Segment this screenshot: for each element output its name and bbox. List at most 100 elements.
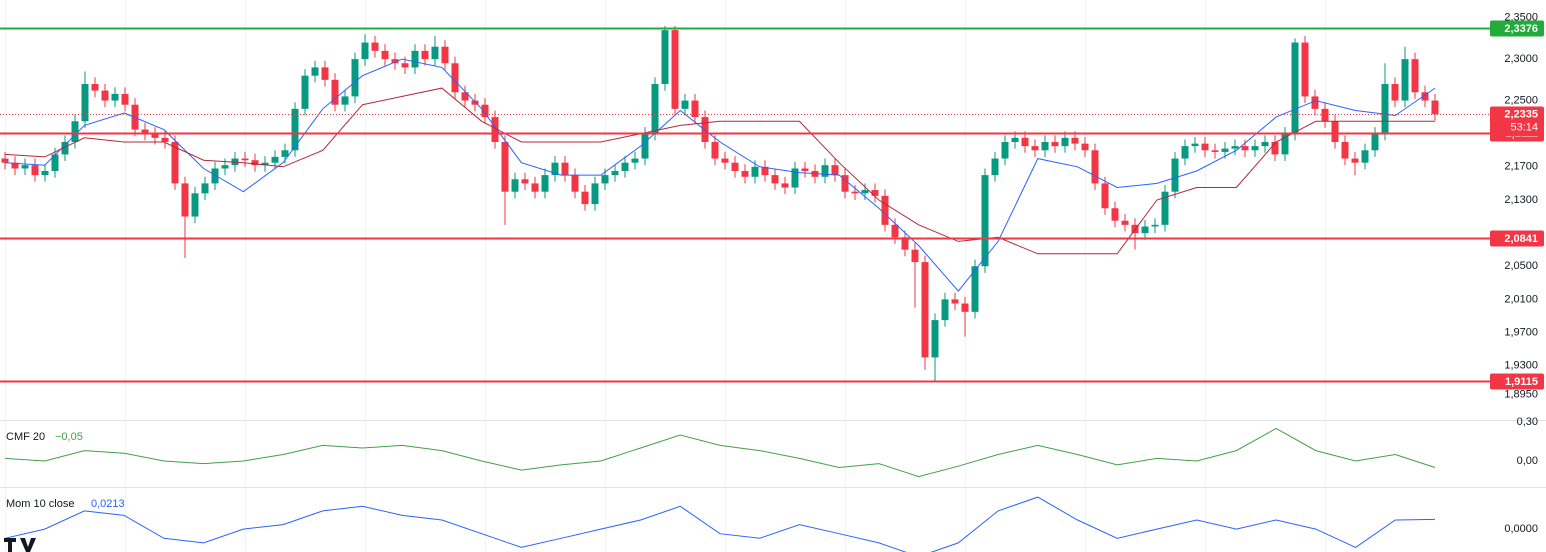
indicator-line [4, 87, 1435, 255]
candle-body [1041, 141, 1049, 151]
candle-body [281, 150, 289, 157]
candle-body [641, 133, 649, 159]
candle-body [961, 303, 969, 312]
candle-body [631, 158, 639, 163]
price-tag [1490, 20, 1544, 37]
countdown: 53:14 [1510, 121, 1538, 133]
y-tick-label: 0,0000 [1504, 523, 1538, 535]
price-tag [1490, 230, 1544, 247]
candle-body [441, 46, 449, 64]
candle-body [71, 121, 79, 142]
candle-body [91, 83, 99, 91]
candle-body [291, 108, 299, 151]
candle-body [1241, 146, 1249, 151]
candle-body [591, 183, 599, 205]
candle-body [201, 183, 209, 194]
candle-body [551, 162, 559, 176]
candle-body [1281, 133, 1289, 155]
candle-body [971, 266, 979, 312]
candle-body [1171, 158, 1179, 192]
candle-body [791, 168, 799, 188]
logo [4, 538, 36, 552]
candle-body [841, 175, 849, 192]
grid-layer [5, 0, 1326, 552]
indicator-line [4, 58, 1436, 292]
candle-body [11, 162, 19, 169]
candle-body [881, 195, 889, 225]
candle-body [541, 175, 549, 192]
last-price-tag [1490, 106, 1544, 137]
candle-body [121, 93, 129, 105]
candle-body [261, 162, 269, 166]
candle-body [661, 30, 669, 84]
label-layer: 2,35002,30002,25002,17002,13002,05002,01… [1490, 12, 1544, 535]
candle-body [1081, 143, 1089, 151]
indicator-line [4, 496, 1436, 552]
candle-body [391, 59, 399, 64]
indicator-value: 0,0213 [91, 498, 125, 510]
candle-body [1211, 150, 1219, 152]
last-price-label: 2,2335 [1504, 108, 1538, 120]
candle-body [1271, 141, 1279, 155]
candle-body [891, 224, 899, 238]
candle-body [1, 158, 9, 163]
indicator-title: CMF 20 [6, 431, 45, 443]
candle-body [871, 190, 879, 196]
candle-body [371, 42, 379, 51]
price-tag-label: 2,0841 [1504, 233, 1538, 245]
candle-body [1331, 121, 1339, 142]
candle-body [1251, 146, 1259, 151]
price-tag-label: 2,3376 [1504, 23, 1538, 35]
candle-body [111, 93, 119, 101]
indicator-title: Mom 10 close [6, 498, 74, 510]
candle-body [601, 175, 609, 184]
candle-body [321, 67, 329, 80]
candle-body [241, 158, 249, 161]
candle-body [311, 67, 319, 76]
candle-body [341, 96, 349, 105]
y-tick-label: 2,2500 [1504, 94, 1538, 106]
candle-body [821, 165, 829, 177]
candle-body [151, 133, 159, 138]
candle-body [931, 320, 939, 358]
candle-body [611, 170, 619, 176]
candle-body [571, 175, 579, 192]
candle-body [401, 63, 409, 68]
y-tick-label: 0,30 [1517, 416, 1538, 428]
candle-body [1111, 208, 1119, 221]
candle-body [751, 166, 759, 177]
candle-body [161, 137, 169, 142]
candle-body [31, 165, 39, 176]
candle-body [1101, 183, 1109, 209]
candle-body [351, 59, 359, 97]
candle-body [771, 175, 779, 184]
candle-body [951, 299, 959, 304]
y-tick-label: 2,0100 [1504, 293, 1538, 305]
candle-body [421, 50, 429, 60]
candle-body [61, 141, 69, 155]
y-tick-label: 1,9300 [1504, 360, 1538, 372]
candle-body [221, 165, 229, 169]
candle-body [1201, 143, 1209, 151]
candle-body [1261, 141, 1269, 147]
candle-body [431, 46, 439, 60]
candle-body [1401, 59, 1409, 101]
candle-body [81, 83, 89, 122]
candle-body [481, 104, 489, 118]
candle-body [761, 166, 769, 176]
candle-body [301, 75, 309, 109]
candle-body [651, 83, 659, 134]
candle-body [1351, 158, 1359, 163]
candle-body [621, 162, 629, 171]
candle-body [831, 165, 839, 176]
candle-body [1191, 143, 1199, 147]
candle-body [741, 170, 749, 177]
candle-body [331, 79, 339, 105]
candle-body [1011, 137, 1019, 142]
candle-body [1031, 146, 1039, 151]
y-tick-label: 2,1300 [1504, 194, 1538, 206]
candle-body [1121, 220, 1129, 225]
candle-body [451, 63, 459, 93]
y-tick-label: 1,8950 [1504, 389, 1538, 401]
